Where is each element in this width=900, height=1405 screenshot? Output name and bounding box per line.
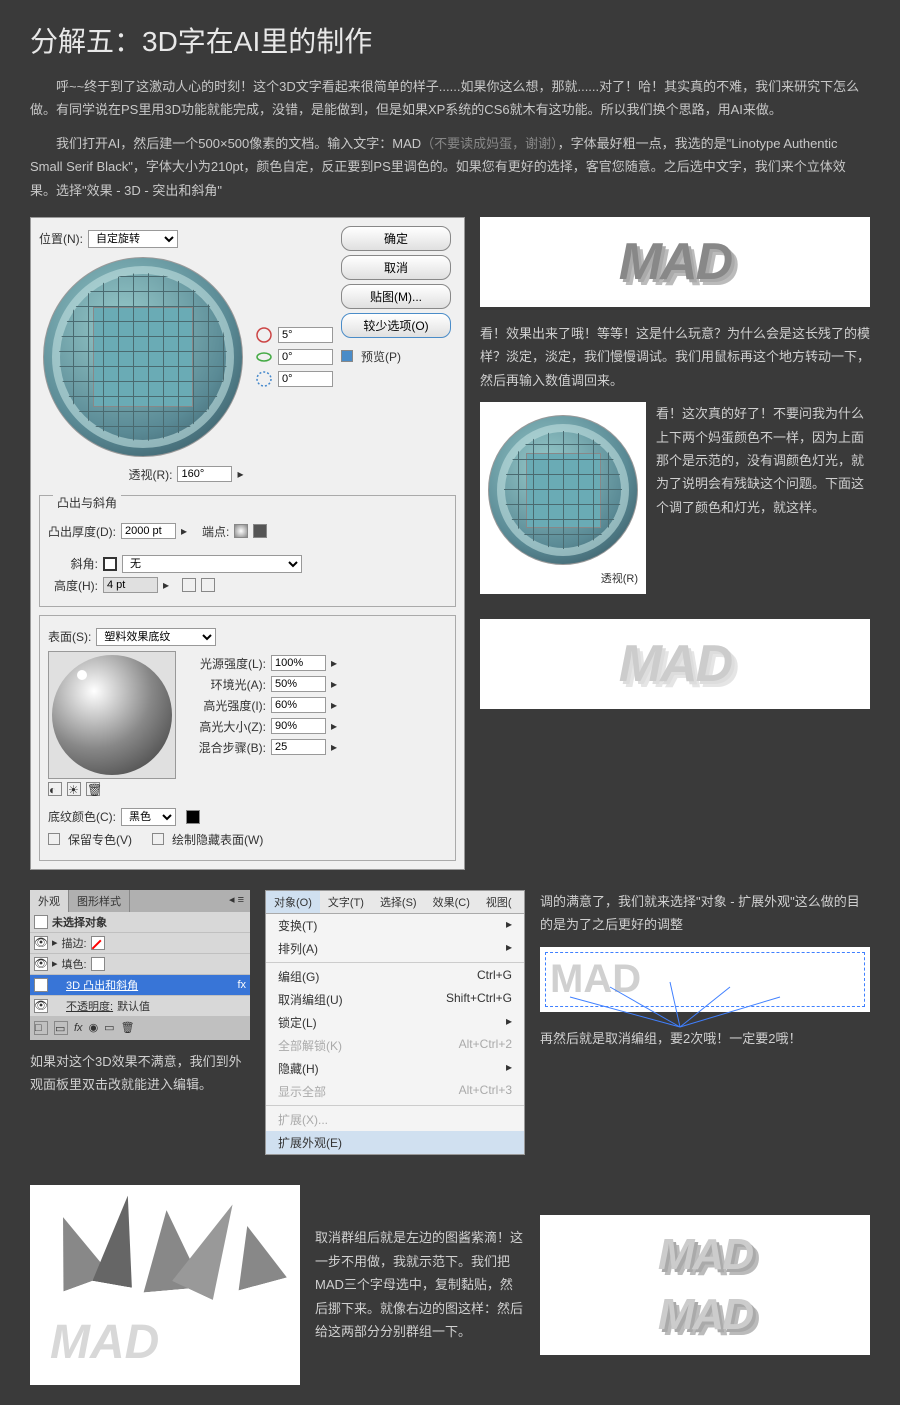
mad-double-preview: MAD MAD: [540, 1215, 870, 1355]
caption-5: 再然后就是取消编组，要2次哦！一定要2哦！: [540, 1027, 870, 1050]
menu-bar-item[interactable]: 选择(S): [372, 891, 425, 913]
depth-input[interactable]: [121, 523, 176, 539]
surface-fieldset: 表面(S): 塑料效果底纹 ◐ ☀ 🗑 光源强度(L):▸ 环境光(A):: [39, 615, 456, 861]
paragraph-1: 呼~~终于到了这激动人心的时刻！这个3D文字看起来很简单的样子......如果你…: [30, 75, 870, 122]
height-input: [103, 577, 158, 593]
rotate-x-icon: [255, 326, 273, 344]
rotation-sphere[interactable]: [43, 257, 243, 457]
bevel-select[interactable]: 无: [122, 555, 302, 573]
rotate-y-icon: [255, 348, 273, 366]
menu-item[interactable]: 变换(T)▸: [266, 914, 524, 937]
perspective-input[interactable]: [177, 466, 232, 482]
bevel-out-icon[interactable]: [201, 578, 215, 592]
light-back-icon[interactable]: ◐: [48, 782, 62, 796]
3d-dialog: 位置(N): 自定旋转 透视(R):: [30, 217, 465, 870]
shade-color-select[interactable]: 黑色: [121, 808, 176, 826]
position-select[interactable]: 自定旋转: [88, 230, 178, 248]
appearance-panel: 外观 图形样式 ◂ ≡ 未选择对象 👁▸描边: 👁▸填色: 👁3D 凸出和斜角f…: [30, 890, 250, 1040]
paragraph-2: 我们打开AI，然后建一个500×500像素的文档。输入文字：MAD（不要读成妈蛋…: [30, 132, 870, 202]
ap-icon-2[interactable]: ▭: [54, 1021, 68, 1035]
cap-off-icon[interactable]: [253, 524, 267, 538]
menu-bar-item[interactable]: 文字(T): [320, 891, 372, 913]
light-sphere[interactable]: [52, 655, 172, 775]
menu-bar-item[interactable]: 效果(C): [425, 891, 478, 913]
map-button[interactable]: 贴图(M)...: [341, 284, 451, 309]
menu-item[interactable]: 隐藏(H)▸: [266, 1057, 524, 1080]
ap-icon-1[interactable]: □: [34, 1021, 48, 1035]
ambient-input[interactable]: [271, 676, 326, 692]
rot-z-input[interactable]: [278, 371, 333, 387]
caption-1: 看！效果出来了哦！等等！这是什么玩意？为什么会是这长残了的模样？淡定，淡定，我们…: [480, 322, 870, 392]
tab-appearance[interactable]: 外观: [30, 890, 69, 912]
shade-color-swatch[interactable]: [186, 810, 200, 824]
light-new-icon[interactable]: ☀: [67, 782, 81, 796]
fewer-options-button[interactable]: 较少选项(O): [341, 313, 451, 338]
shatter-preview: MAD: [30, 1185, 300, 1385]
menu-item[interactable]: 排列(A)▸: [266, 937, 524, 960]
rotate-z-icon: [255, 370, 273, 388]
cap-on-icon[interactable]: [234, 524, 248, 538]
perspective-label: 透视(R):: [128, 466, 172, 483]
caption-6: 取消群组后就是左边的图酱紫滴！这一步不用做，我就示范下。我们把MAD三个字母选中…: [315, 1226, 525, 1343]
light-delete-icon[interactable]: 🗑: [86, 782, 100, 796]
menu-item[interactable]: 锁定(L)▸: [266, 1011, 524, 1034]
bevel-in-icon[interactable]: [182, 578, 196, 592]
tab-graphic-styles[interactable]: 图形样式: [69, 890, 130, 912]
appearance-3d-row[interactable]: 👁3D 凸出和斜角fx: [30, 975, 250, 996]
wireframe-preview: MAD: [540, 947, 870, 1012]
cancel-button[interactable]: 取消: [341, 255, 451, 280]
position-label: 位置(N):: [39, 230, 83, 247]
light-intensity-input[interactable]: [271, 655, 326, 671]
object-menu: 对象(O)文字(T)选择(S)效果(C)视图( 变换(T)▸排列(A)▸ 编组(G…: [265, 890, 525, 1155]
menu-item: 全部解锁(K)Alt+Ctrl+2: [266, 1034, 524, 1057]
menu-bar-item[interactable]: 对象(O): [266, 891, 320, 913]
preserve-spot-checkbox[interactable]: [48, 833, 60, 845]
highlight-intensity-input[interactable]: [271, 697, 326, 713]
rot-y-input[interactable]: [278, 349, 333, 365]
mad-preview-1: MAD: [480, 217, 870, 307]
ok-button[interactable]: 确定: [341, 226, 451, 251]
menu-bar-item[interactable]: 视图(: [478, 891, 520, 913]
menu-item[interactable]: 扩展外观(E): [266, 1131, 524, 1154]
surface-select[interactable]: 塑料效果底纹: [96, 628, 216, 646]
page-title: 分解五：3D字在AI里的制作: [30, 20, 870, 60]
sphere-preview: 透视(R): [480, 402, 646, 594]
menu-item: 扩展(X)...: [266, 1108, 524, 1131]
caption-2: 看！这次真的好了！不要问我为什么上下两个妈蛋颜色不一样，因为上面那个是示范的，没…: [656, 402, 870, 519]
menu-item: 显示全部Alt+Ctrl+3: [266, 1080, 524, 1103]
menu-item[interactable]: 取消编组(U)Shift+Ctrl+G: [266, 988, 524, 1011]
highlight-size-input[interactable]: [271, 718, 326, 734]
preview-checkbox[interactable]: [341, 350, 353, 362]
rot-x-input[interactable]: [278, 327, 333, 343]
menu-item[interactable]: 编组(G)Ctrl+G: [266, 965, 524, 988]
extrude-fieldset: 凸出与斜角 凸出厚度(D): ▸ 端点: 斜角: 无 高度(H): ▸: [39, 495, 456, 607]
caption-4: 调的满意了，我们就来选择"对象 - 扩展外观"这么做的目的是为了之后更好的调整: [540, 890, 870, 937]
caption-3: 如果对这个3D效果不满意，我们到外观面板里双击改就能进入编辑。: [30, 1050, 250, 1097]
blend-steps-input[interactable]: [271, 739, 326, 755]
draw-hidden-checkbox[interactable]: [152, 833, 164, 845]
mad-preview-2: MAD: [480, 619, 870, 709]
